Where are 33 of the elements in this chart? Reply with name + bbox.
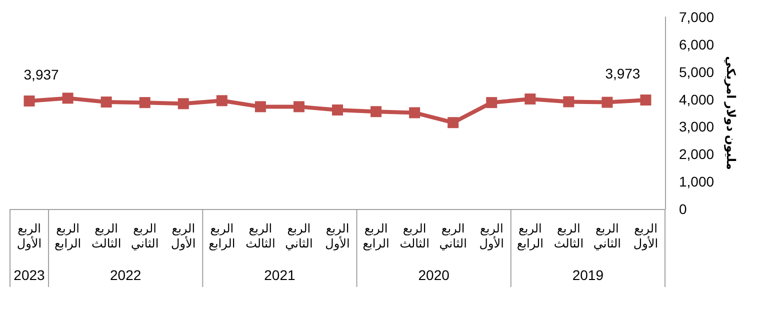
y-tick-label: 1,000 (679, 174, 714, 190)
x-tick-label: الربع الأول (633, 222, 658, 250)
x-tick-label: الربع الثاني (131, 222, 159, 250)
x-tick-label: الربع الأول (479, 222, 504, 250)
x-tick-label: الربع الرابع (54, 222, 82, 250)
y-tick-label: 0 (679, 201, 687, 217)
x-tick-label: الربع الأول (16, 222, 42, 250)
text: 2022 (110, 267, 142, 283)
x-tick-label: الربع الثالث (246, 222, 276, 250)
x-tick-label: الربع الرابع (516, 222, 544, 250)
y-tick-label: 4,000 (679, 91, 714, 108)
text: 2023 (14, 267, 46, 283)
data-label: 3,937 (24, 66, 60, 83)
y-tick-label: 3,000 (679, 118, 714, 135)
x-tick-label: الربع الثاني (285, 222, 313, 250)
x-tick-label: الربع الثالث (400, 222, 430, 250)
x-tick-label: الربع الأول (325, 222, 350, 250)
x-tick-label: الربع الأول (171, 222, 196, 250)
text: 2021 (264, 267, 296, 283)
y-tick-label: 6,000 (679, 36, 714, 52)
x-tick-label: الربع الثاني (593, 222, 622, 250)
y-tick-label: 5,000 (679, 64, 714, 80)
x-tick-label: الربع الرابع (362, 222, 390, 250)
text: 2019 (572, 267, 604, 283)
y-axis-title: مليون دولار امريكي (724, 56, 738, 170)
y-tick-label: 7,000 (679, 9, 714, 25)
data-label: 3,973 (605, 66, 640, 82)
x-tick-label: الربع الثاني (439, 222, 467, 250)
text: 2020 (418, 267, 450, 283)
x-tick-label: الربع الرابع (208, 222, 236, 250)
y-tick-label: 2,000 (679, 146, 714, 162)
x-tick-label: الربع الثالث (91, 222, 122, 250)
x-tick-label: الربع الثالث (554, 222, 584, 250)
